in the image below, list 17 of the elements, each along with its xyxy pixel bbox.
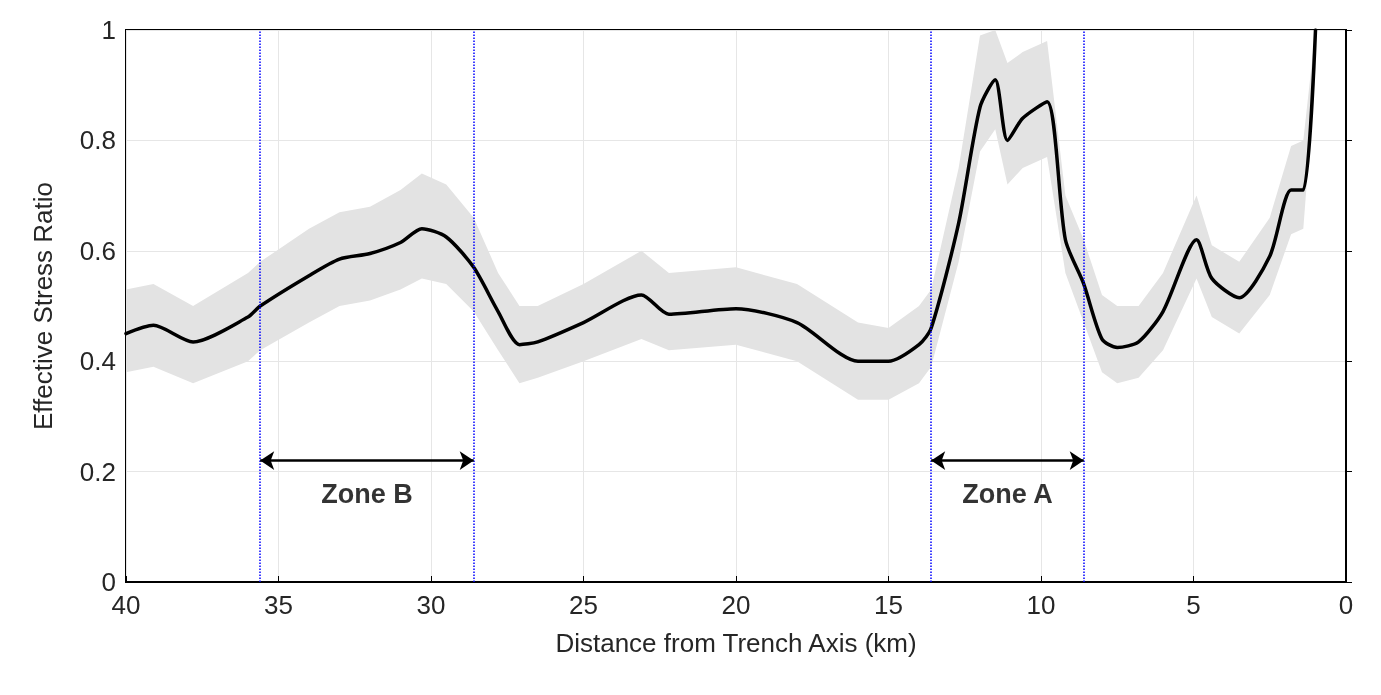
y-tick-label: 0.4	[79, 346, 116, 377]
x-tick-label: 15	[874, 590, 903, 620]
annotation: Zone A	[962, 478, 1053, 509]
annotation: Zone B	[321, 478, 413, 509]
y-tick-label: 0.6	[79, 235, 116, 266]
x-tick-label: 30	[416, 590, 446, 620]
x-tick-label: 35	[264, 590, 293, 620]
y-tick-label: 0.2	[79, 456, 116, 487]
y-tick-label: 0.8	[79, 125, 116, 156]
x-axis-title: Distance from Trench Axis (km)	[555, 628, 917, 658]
y-axis-title: Effective Stress Ratio	[28, 181, 58, 431]
x-tick-label: 0	[1338, 590, 1354, 620]
x-tick-label: 5	[1186, 590, 1201, 620]
x-tick-label: 20	[721, 590, 751, 620]
y-tick-label: 1	[101, 15, 116, 45]
x-tick-label: 25	[569, 590, 598, 620]
x-tick-label: 10	[1026, 590, 1056, 620]
